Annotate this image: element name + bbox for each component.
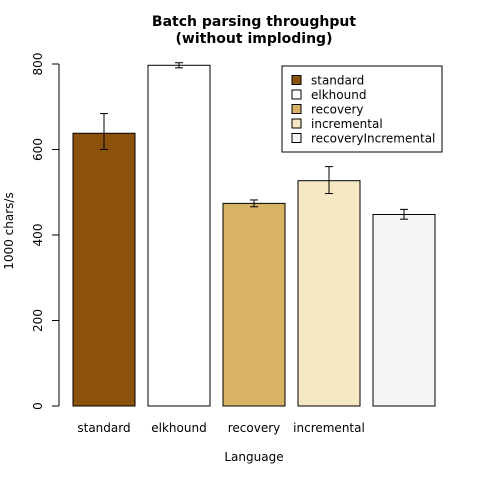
bar-standard [72,132,136,407]
legend: standardelkhoundrecoveryincrementalrecov… [281,65,443,153]
x-tick-label: incremental [293,421,365,435]
y-tick-label: 800 [31,53,45,76]
legend-item-elkhound: elkhound [291,88,366,102]
legend-label: standard [311,74,364,88]
bar-recovery [222,202,286,407]
x-tick-label: elkhound [151,421,206,435]
bar-elkhound [147,64,211,407]
error-bars [100,62,408,220]
legend-label: incremental [311,117,383,131]
y-tick-label: 600 [31,138,45,161]
chart-subtitle: (without imploding) [176,31,333,47]
error-bar-elkhound [175,62,183,69]
y-axis-label: 1000 chars/s [2,192,16,269]
bar-recoveryIncremental [372,213,436,407]
bar-incremental [297,180,361,407]
x-tick-label: standard [77,421,130,435]
legend-swatch [291,104,302,114]
legend-item-standard: standard [291,74,364,88]
legend-swatch [291,133,302,143]
error-bar-recovery [250,199,258,208]
legend-item-recovery: recovery [291,103,364,117]
legend-item-recoveryIncremental: recoveryIncremental [291,132,435,146]
bars [72,64,436,407]
y-tick-label: 200 [31,309,45,332]
legend-swatch [291,75,302,85]
legend-swatch [291,118,302,129]
legend-label: elkhound [311,88,366,102]
x-tick-label: recovery [228,421,281,435]
x-axis-label: Language [224,450,283,464]
legend-label: recovery [311,103,364,117]
error-bar-recoveryIncremental [400,208,408,220]
legend-label: recoveryIncremental [311,132,435,146]
y-axis: 0 200 400 600 800 [31,53,60,410]
y-tick-label: 0 [31,402,45,410]
legend-item-incremental: incremental [291,117,383,131]
legend-swatch [291,89,302,100]
chart-title: Batch parsing throughput [152,14,356,30]
error-bar-incremental [325,166,333,195]
legend-box [281,65,443,153]
error-bar-standard [100,113,108,150]
y-tick-label: 400 [31,224,45,247]
x-tick-labels: standard elkhound recovery incremental [77,421,364,435]
